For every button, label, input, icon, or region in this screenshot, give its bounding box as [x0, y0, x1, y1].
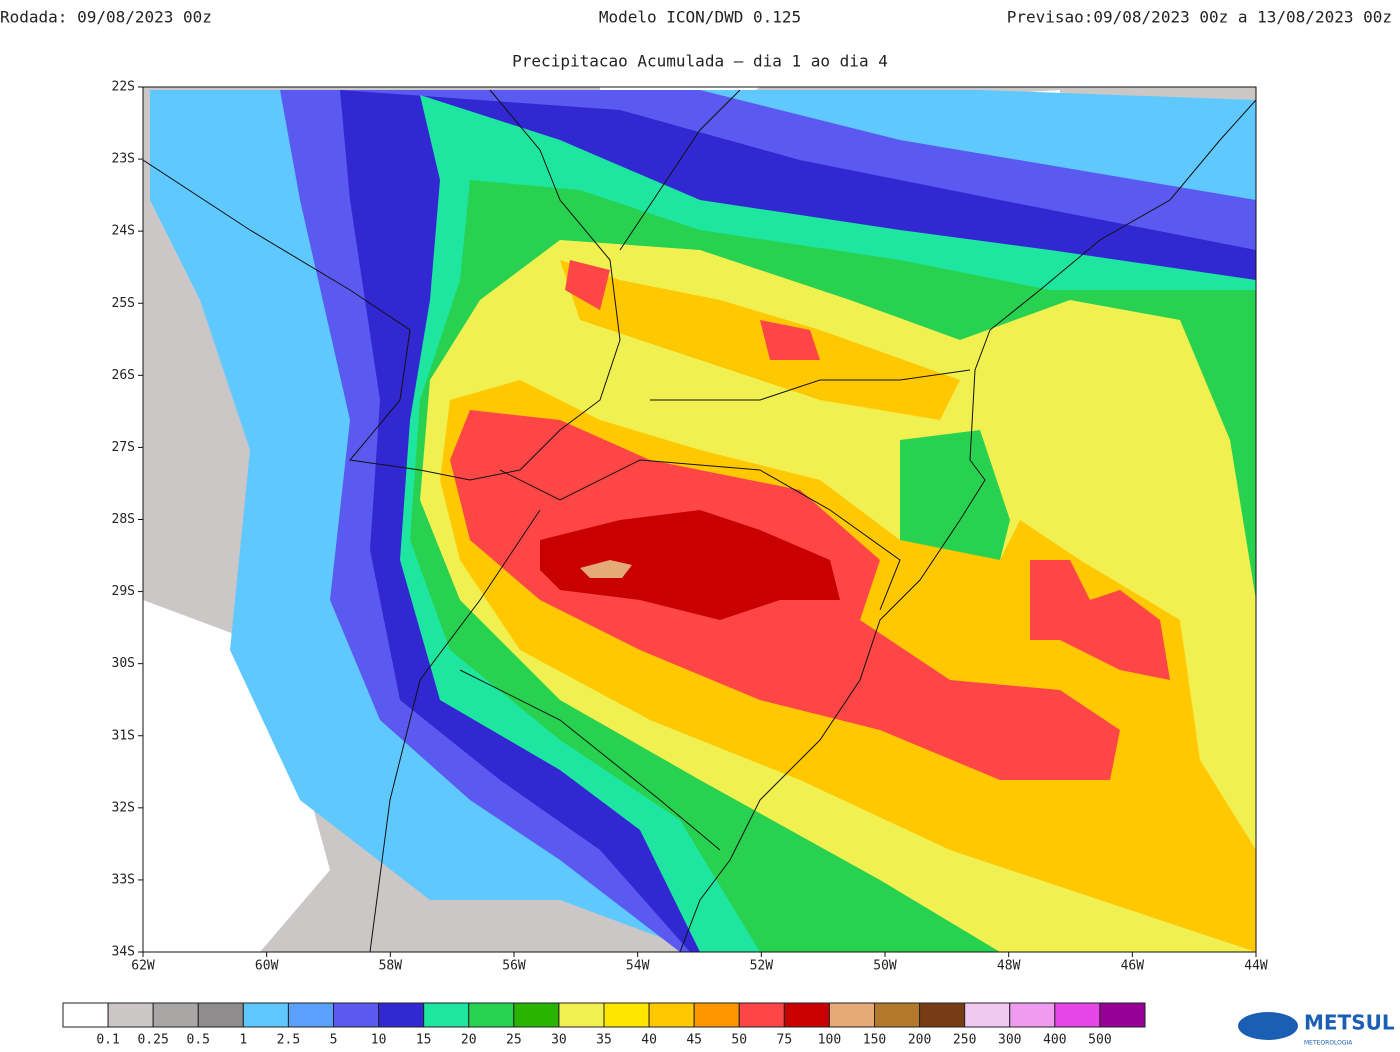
- border-line: [369, 509, 541, 952]
- colorbar-label: 500: [1088, 1033, 1111, 1048]
- y-tick-label: 24S: [112, 224, 135, 239]
- precip-field: [143, 87, 1256, 952]
- y-tick-label: 30S: [112, 656, 135, 671]
- model-label: Modelo ICON/DWD 0.125: [599, 8, 801, 27]
- colorbar-label: 20: [461, 1033, 477, 1048]
- colorbar-label: 10: [371, 1033, 387, 1048]
- forecast-label: Previsao:09/08/2023 00z a 13/08/2023 00z: [1007, 8, 1392, 27]
- colorbar-label: 1: [239, 1033, 247, 1048]
- border-line: [499, 459, 901, 611]
- precip-area: [1030, 560, 1170, 680]
- colorbar-box: [1009, 1002, 1056, 1028]
- colorbar-box: [1054, 1002, 1101, 1028]
- colorbar-label: 25: [506, 1033, 522, 1048]
- y-tick-label: 29S: [112, 584, 135, 599]
- precip-area: [540, 510, 840, 620]
- y-tick-label: 33S: [112, 872, 135, 887]
- colorbar-box: [693, 1002, 740, 1028]
- logo-name: METSUL: [1304, 1011, 1395, 1035]
- colorbar-label: 40: [641, 1033, 657, 1048]
- border-line: [459, 669, 721, 851]
- x-tick-label: 56W: [502, 959, 526, 974]
- colorbar-label: 0.25: [138, 1033, 169, 1048]
- colorbar-box: [287, 1002, 334, 1028]
- colorbar-label: 5: [330, 1033, 338, 1048]
- logo-tagline: METEOROLOGIA: [1304, 1040, 1353, 1047]
- colorbar-label: 150: [863, 1033, 886, 1048]
- x-tick-label: 62W: [131, 959, 155, 974]
- run-label: Rodada: 09/08/2023 00z: [0, 8, 212, 27]
- precip-area: [580, 560, 632, 578]
- colorbar-box: [423, 1002, 470, 1028]
- colorbar-box: [107, 1002, 154, 1028]
- colorbar-label: 75: [777, 1033, 793, 1048]
- colorbar-box: [828, 1002, 876, 1028]
- logo: METSUL METEOROLOGIA: [1238, 1011, 1395, 1047]
- colorbar-label: 35: [596, 1033, 612, 1048]
- colorbar-box: [783, 1002, 830, 1028]
- logo-globe: [1238, 1012, 1298, 1040]
- x-tick-label: 50W: [873, 959, 897, 974]
- border-line: [650, 369, 971, 401]
- y-tick-label: 32S: [112, 800, 135, 815]
- colorbar-label: 30: [551, 1033, 567, 1048]
- colorbar-box: [874, 1002, 921, 1028]
- coastline: [679, 99, 1256, 952]
- x-tick-label: 46W: [1121, 959, 1145, 974]
- colorbar-label: 15: [416, 1033, 432, 1048]
- colorbar-box: [378, 1002, 425, 1028]
- colorbar-label: 400: [1043, 1033, 1066, 1048]
- border-line: [143, 89, 621, 481]
- x-tick-label: 54W: [626, 959, 650, 974]
- y-tick-label: 25S: [112, 296, 135, 311]
- colorbar-label: 50: [731, 1033, 747, 1048]
- y-tick-label: 22S: [112, 80, 135, 95]
- colorbar-box: [197, 1002, 244, 1028]
- colorbar-box: [648, 1002, 695, 1028]
- x-tick-label: 58W: [379, 959, 403, 974]
- colorbar-box: [964, 1002, 1011, 1028]
- colorbar-box: [242, 1002, 289, 1028]
- border-line: [619, 89, 741, 251]
- subtitle: Precipitacao Acumulada – dia 1 ao dia 4: [512, 52, 888, 71]
- y-tick-label: 26S: [112, 368, 135, 383]
- colorbar-box: [152, 1002, 199, 1028]
- colorbar-label: 100: [818, 1033, 841, 1048]
- colorbar-box: [333, 1002, 380, 1028]
- colorbar-box: [558, 1002, 605, 1028]
- colorbar-box: [513, 1002, 560, 1028]
- colorbar-box: [1099, 1002, 1146, 1028]
- colorbar-box: [62, 1002, 109, 1028]
- borders: [143, 89, 1256, 952]
- colorbar-box: [738, 1002, 785, 1028]
- x-tick-label: 44W: [1244, 959, 1268, 974]
- colorbar-box: [603, 1002, 650, 1028]
- colorbar-box: [919, 1002, 966, 1028]
- precip-area: [143, 600, 330, 952]
- colorbar-box: [468, 1002, 515, 1028]
- y-tick-label: 28S: [112, 512, 135, 527]
- y-tick-label: 23S: [112, 152, 135, 167]
- x-tick-label: 60W: [255, 959, 279, 974]
- colorbar-label: 0.1: [96, 1033, 119, 1048]
- precip-area: [760, 320, 820, 360]
- x-tick-label: 52W: [750, 959, 774, 974]
- colorbar-label: 250: [953, 1033, 976, 1048]
- colorbar-label: 45: [686, 1033, 702, 1048]
- x-tick-label: 48W: [997, 959, 1021, 974]
- colorbar-label: 300: [998, 1033, 1021, 1048]
- colorbar-label: 2.5: [277, 1033, 300, 1048]
- colorbar-label: 200: [908, 1033, 931, 1048]
- colorbar-label: 0.5: [187, 1033, 210, 1048]
- y-tick-label: 34S: [112, 945, 135, 960]
- precip-area: [565, 260, 610, 310]
- y-tick-label: 27S: [112, 440, 135, 455]
- y-tick-label: 31S: [112, 728, 135, 743]
